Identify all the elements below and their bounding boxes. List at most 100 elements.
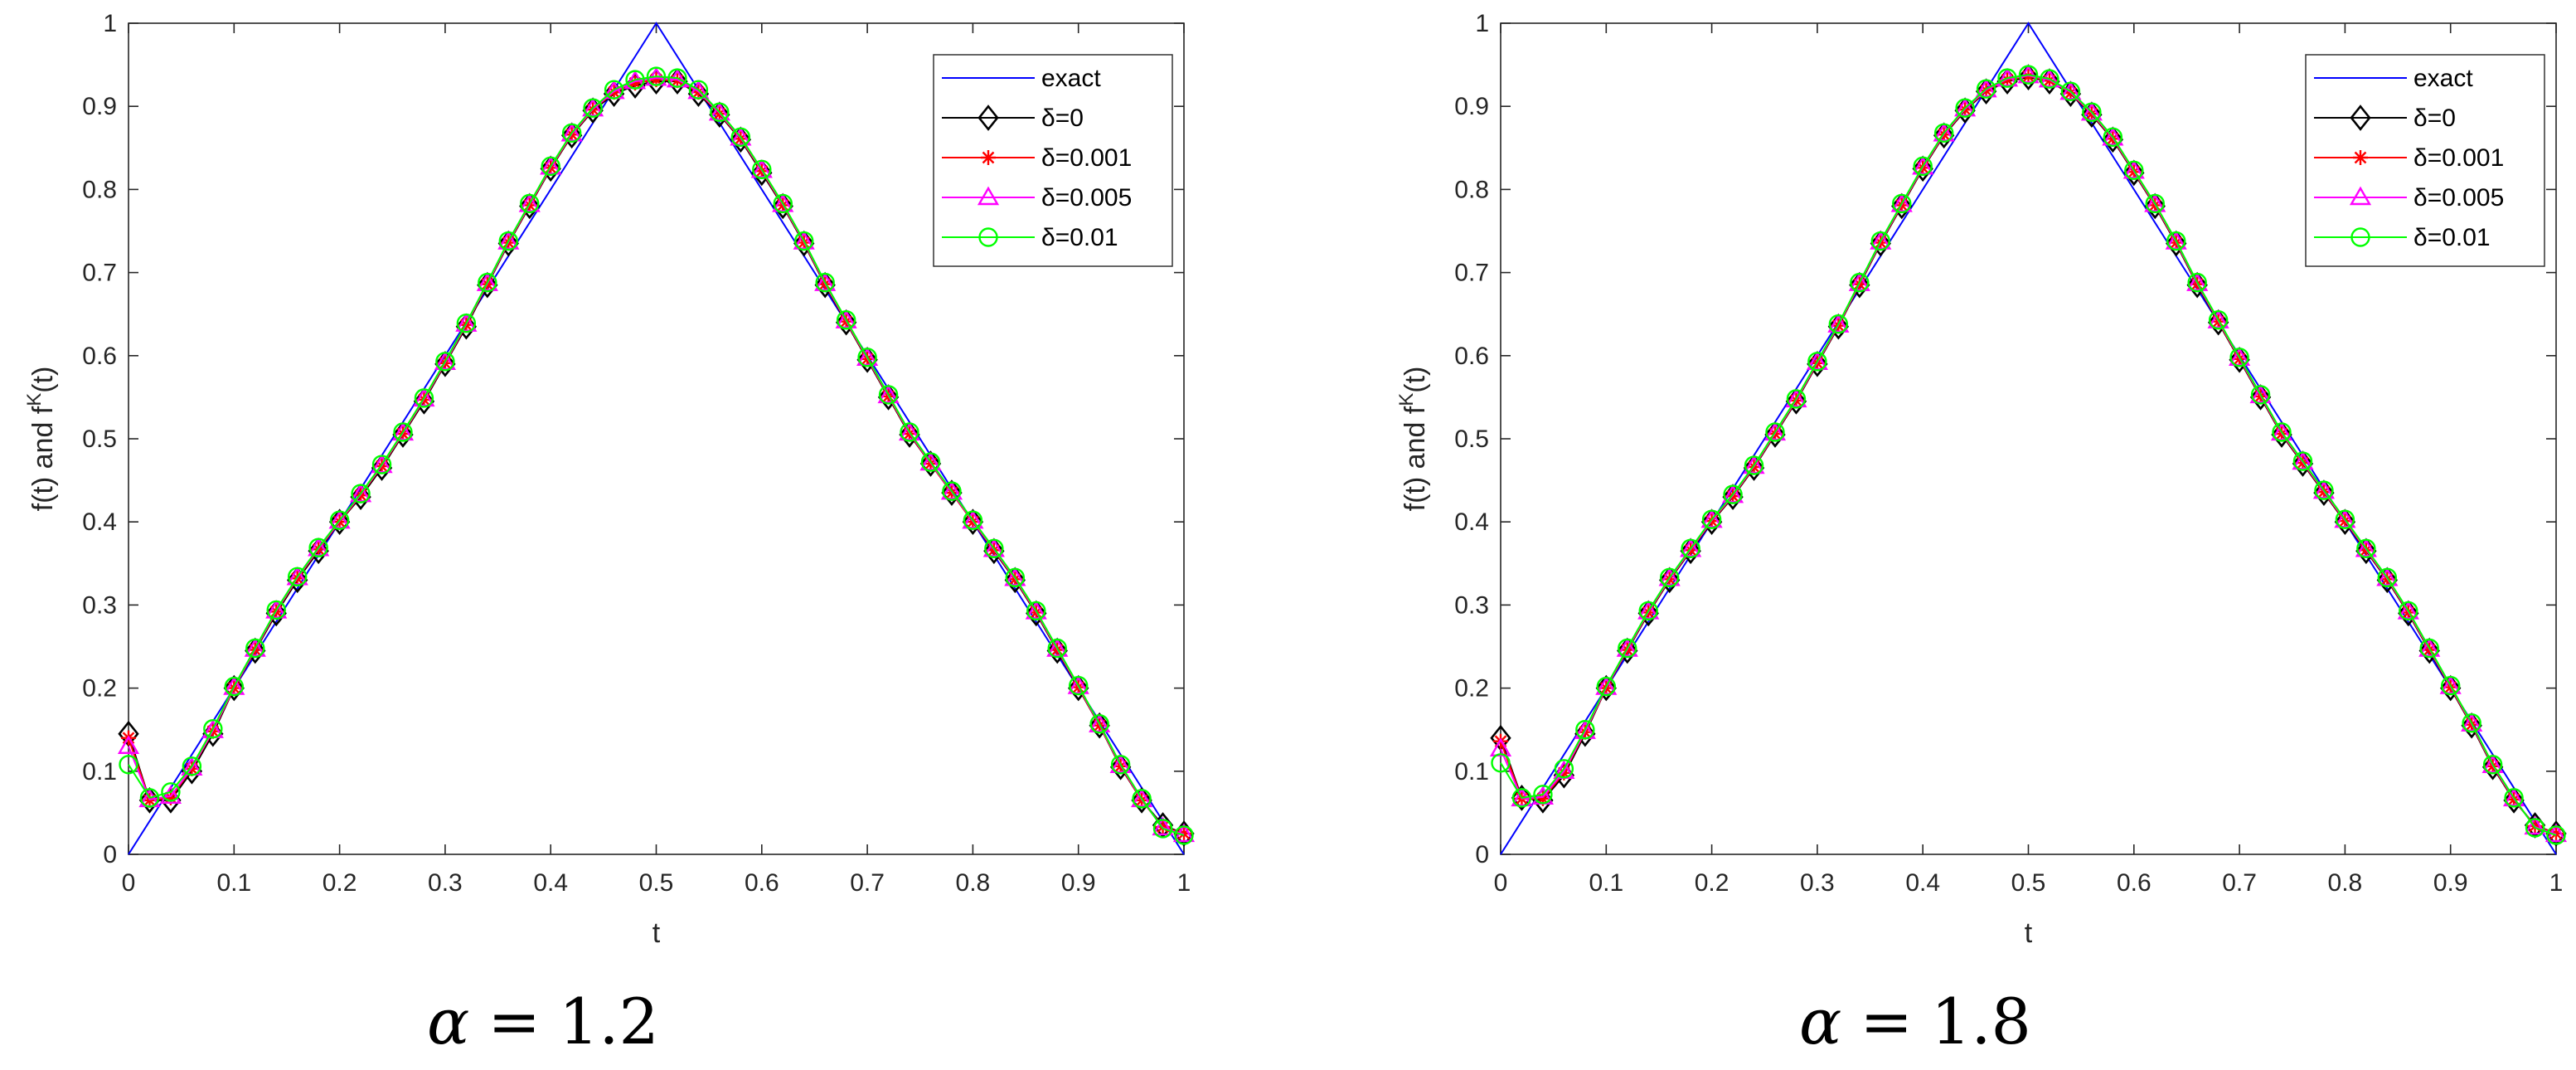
marker-circle bbox=[308, 537, 328, 557]
marker-triangle bbox=[1109, 754, 1132, 773]
marker-triangle bbox=[349, 483, 372, 503]
marker-triangle bbox=[793, 231, 815, 250]
marker-circle bbox=[2350, 227, 2370, 247]
marker-circle bbox=[2399, 601, 2418, 621]
marker-triangle bbox=[159, 785, 182, 805]
x-tick-label: 0.8 bbox=[956, 869, 991, 897]
marker-triangle bbox=[1890, 193, 1913, 212]
marker-diamond bbox=[1574, 720, 1596, 747]
marker-diamond bbox=[1617, 637, 1638, 664]
marker-triangle bbox=[2122, 159, 2145, 179]
marker-circle bbox=[646, 66, 667, 86]
marker-diamond bbox=[2461, 712, 2482, 739]
marker-circle bbox=[667, 68, 687, 88]
marker-circle bbox=[520, 193, 540, 214]
y-tick-label: 0.2 bbox=[1454, 675, 1489, 703]
marker-circle bbox=[203, 718, 223, 739]
marker-triangle bbox=[1954, 97, 1977, 117]
marker-triangle bbox=[730, 126, 752, 146]
marker-triangle bbox=[476, 272, 498, 291]
marker-circle bbox=[2145, 193, 2165, 214]
legend-item: exact bbox=[942, 65, 1101, 92]
marker-diamond bbox=[2102, 126, 2124, 153]
marker-diamond bbox=[1807, 350, 1828, 377]
y-tick-label: 0.2 bbox=[82, 675, 117, 703]
y-tick-label: 0 bbox=[103, 841, 117, 868]
marker-circle bbox=[625, 70, 645, 90]
series-line bbox=[128, 75, 1185, 836]
marker-circle bbox=[920, 452, 941, 472]
x-tick-label: 0.4 bbox=[1905, 869, 1940, 897]
y-axis: 0 0.1 0.2 0.3 0.4 0.5 0.6 0.7 0.8 0.9 1 f(t) and fK… bbox=[1395, 10, 2556, 868]
marker-triangle bbox=[2080, 101, 2103, 121]
marker-triangle bbox=[2349, 186, 2372, 206]
legend-item: δ=0 bbox=[2314, 105, 2456, 132]
y-tick-label: 0.4 bbox=[1454, 508, 1489, 536]
legend-item: δ=0.01 bbox=[2314, 224, 2491, 251]
marker-triangle bbox=[582, 97, 604, 117]
marker-diamond bbox=[2207, 309, 2229, 336]
marker-diamond bbox=[2418, 637, 2440, 664]
marker-triangle bbox=[814, 272, 837, 291]
legend-label: exact bbox=[1041, 65, 1101, 92]
marker-circle bbox=[224, 676, 244, 697]
marker-diamond bbox=[1131, 787, 1152, 814]
x-tick-label: 0.7 bbox=[850, 869, 885, 897]
marker-triangle bbox=[1933, 122, 1955, 142]
marker-circle bbox=[1870, 231, 1890, 251]
marker-circle bbox=[266, 600, 286, 620]
marker-circle bbox=[583, 98, 603, 118]
marker-triangle bbox=[2102, 126, 2124, 146]
x-tick-label: 0.8 bbox=[2328, 869, 2363, 897]
marker-triangle bbox=[265, 600, 288, 619]
marker-diamond bbox=[371, 455, 393, 481]
x-tick-label: 0.5 bbox=[639, 869, 674, 897]
marker-circle bbox=[139, 788, 160, 808]
plot-area bbox=[117, 22, 1196, 855]
marker-circle bbox=[561, 123, 582, 143]
y-tick-label: 0.5 bbox=[82, 426, 117, 453]
marker-circle bbox=[1132, 789, 1152, 809]
marker-diamond bbox=[1026, 600, 1047, 627]
marker-triangle bbox=[1700, 508, 1723, 528]
marker-circle bbox=[1933, 123, 1954, 143]
marker-circle bbox=[1850, 272, 1870, 293]
legend-label: δ=0 bbox=[2413, 105, 2456, 132]
series-4 bbox=[1491, 65, 2566, 845]
marker-diamond bbox=[978, 105, 999, 131]
marker-triangle bbox=[1025, 601, 1047, 620]
marker-diamond bbox=[223, 674, 245, 702]
marker-triangle bbox=[1806, 351, 1828, 371]
legend-label: δ=0.001 bbox=[2413, 144, 2504, 172]
marker-circle bbox=[942, 481, 962, 501]
marker-triangle bbox=[2334, 508, 2356, 528]
marker-circle bbox=[878, 385, 899, 405]
marker-circle bbox=[1596, 676, 1617, 697]
marker-triangle bbox=[1743, 455, 1765, 474]
legend-label: δ=0.001 bbox=[1041, 144, 1132, 172]
marker-diamond bbox=[1764, 421, 1786, 448]
marker-triangle bbox=[497, 231, 520, 250]
marker-circle bbox=[963, 510, 983, 530]
marker-diamond bbox=[2186, 271, 2208, 299]
x-tick-label: 1 bbox=[2549, 869, 2564, 897]
x-tick-label: 0.3 bbox=[1800, 869, 1835, 897]
x-tick-label: 0.9 bbox=[2433, 869, 2468, 897]
y-axis-label: f(t) and fK(t) bbox=[23, 367, 59, 512]
marker-triangle bbox=[2186, 272, 2209, 291]
marker-circle bbox=[1807, 352, 1827, 372]
marker-circle bbox=[2314, 480, 2334, 500]
marker-triangle bbox=[1089, 713, 1111, 732]
series-4 bbox=[119, 66, 1194, 845]
marker-circle bbox=[2272, 422, 2292, 442]
y-tick-label: 0.7 bbox=[1454, 260, 1489, 287]
marker-triangle bbox=[1595, 676, 1618, 695]
marker-circle bbox=[329, 510, 350, 530]
marker-circle bbox=[836, 310, 856, 330]
marker-diamond bbox=[2292, 450, 2314, 477]
x-tick-label: 0.7 bbox=[2222, 869, 2257, 897]
marker-circle bbox=[2440, 675, 2461, 696]
marker-circle bbox=[371, 455, 392, 474]
marker-circle bbox=[2103, 127, 2123, 147]
y-tick-label: 0.8 bbox=[82, 176, 117, 203]
